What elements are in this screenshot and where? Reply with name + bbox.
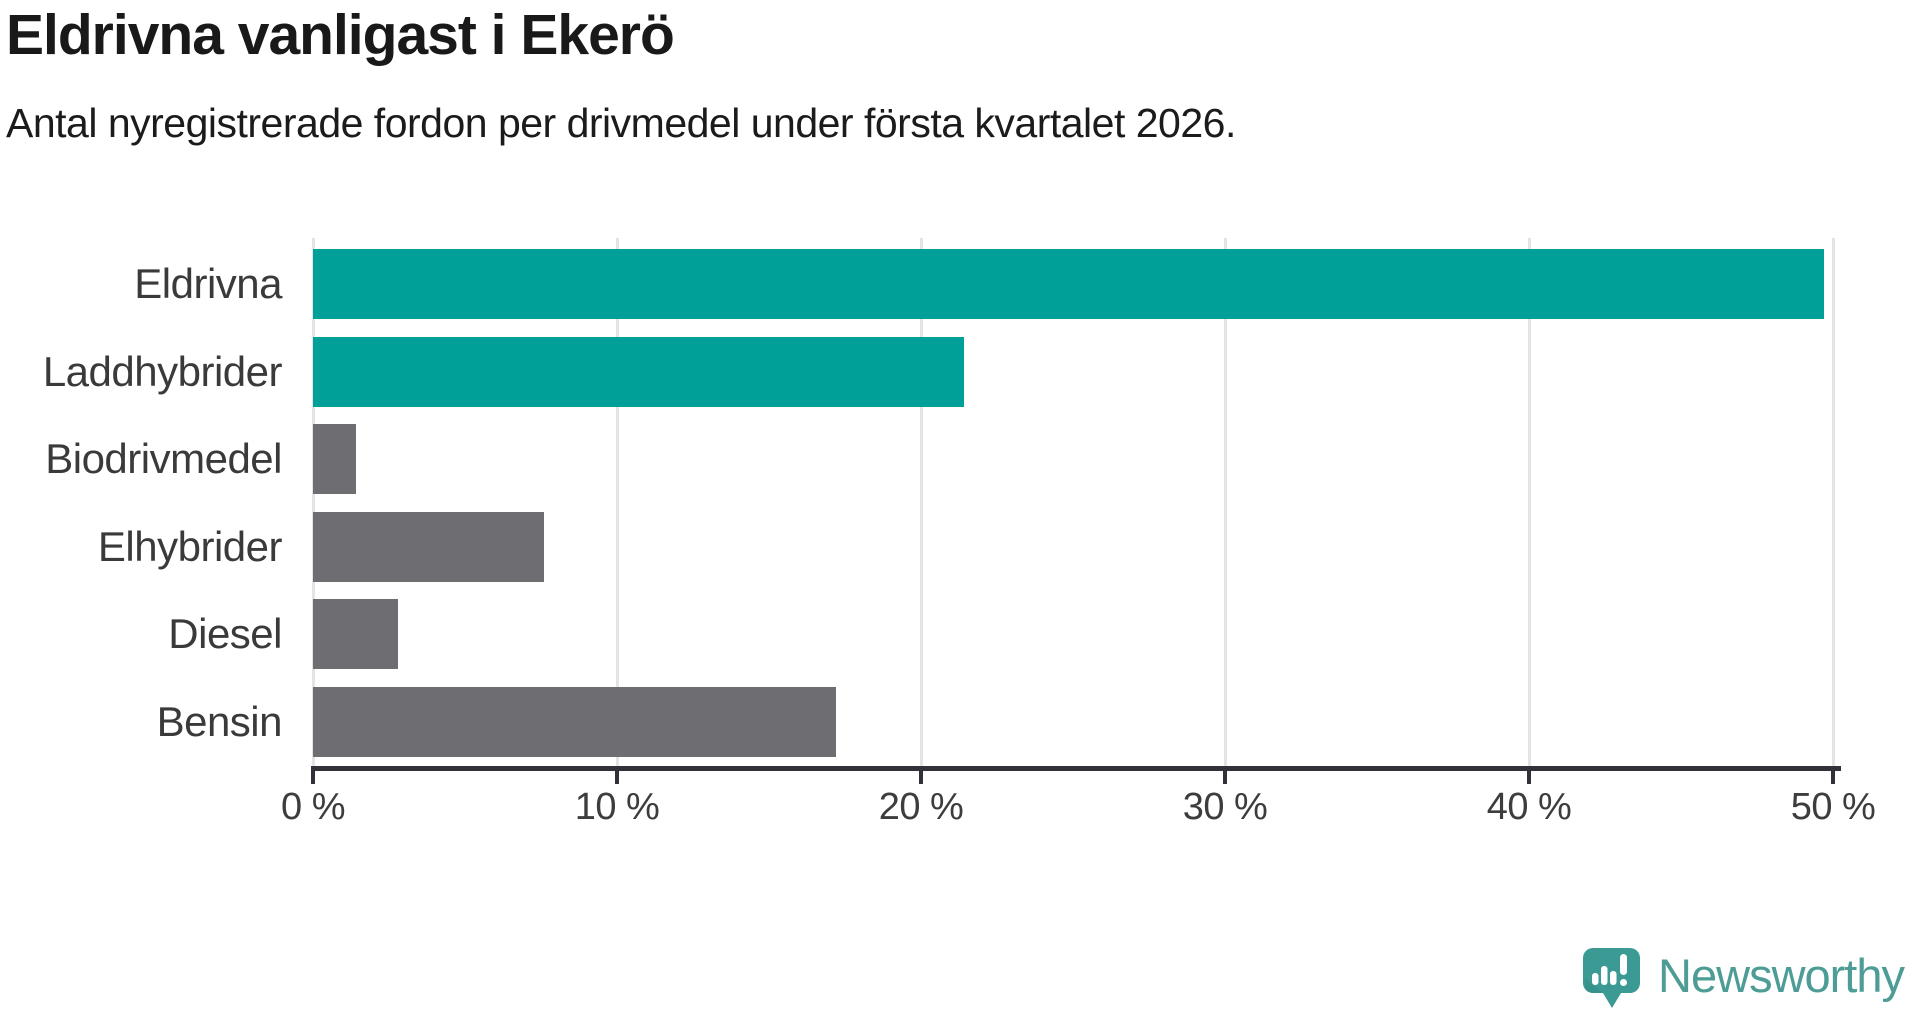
bar xyxy=(313,511,545,582)
gridline-30 xyxy=(1223,238,1227,766)
x-axis-tick-label: 40 % xyxy=(1486,786,1572,828)
gridline-20 xyxy=(919,238,923,766)
x-axis-tick-label: 30 % xyxy=(1182,786,1268,828)
newsworthy-wordmark: Newsworthy xyxy=(1658,949,1905,1002)
newsworthy-logo: Newsworthy xyxy=(1583,948,1905,1009)
category-label: Laddhybrider xyxy=(42,347,283,395)
x-axis-tick-label: 20 % xyxy=(878,786,964,828)
x-axis-tick-label: 50 % xyxy=(1790,786,1876,828)
category-label: Eldrivna xyxy=(134,260,282,307)
x-axis-tick xyxy=(919,771,923,784)
x-axis-tick xyxy=(1223,771,1227,784)
newsworthy-bubble-chart-icon xyxy=(1583,948,1641,1008)
x-axis-tick-label: 10 % xyxy=(574,786,660,828)
bar xyxy=(313,599,399,669)
chart-subtitle: Antal nyregistrerade fordon per drivmede… xyxy=(6,100,1236,146)
bar xyxy=(313,424,356,494)
gridline-10 xyxy=(615,238,619,766)
bar xyxy=(313,336,964,407)
category-label: Diesel xyxy=(168,610,282,657)
gridline-40 xyxy=(1527,238,1531,766)
gridline-50 xyxy=(1831,238,1835,766)
x-axis-tick xyxy=(615,771,619,784)
category-label: Biodrivmedel xyxy=(45,435,282,482)
category-label: Elhybrider xyxy=(97,522,283,570)
chart-title: Eldrivna vanligast i Ekerö xyxy=(6,3,675,67)
bar xyxy=(313,249,1824,319)
x-axis-tick xyxy=(1527,771,1531,784)
x-axis-tick xyxy=(311,771,315,784)
x-axis-line xyxy=(311,766,1841,771)
category-label: Bensin xyxy=(156,697,283,745)
x-axis-tick-label: 0 % xyxy=(281,786,345,828)
gridline-0 xyxy=(311,238,315,766)
x-axis-tick xyxy=(1831,771,1835,784)
bar xyxy=(313,686,836,757)
